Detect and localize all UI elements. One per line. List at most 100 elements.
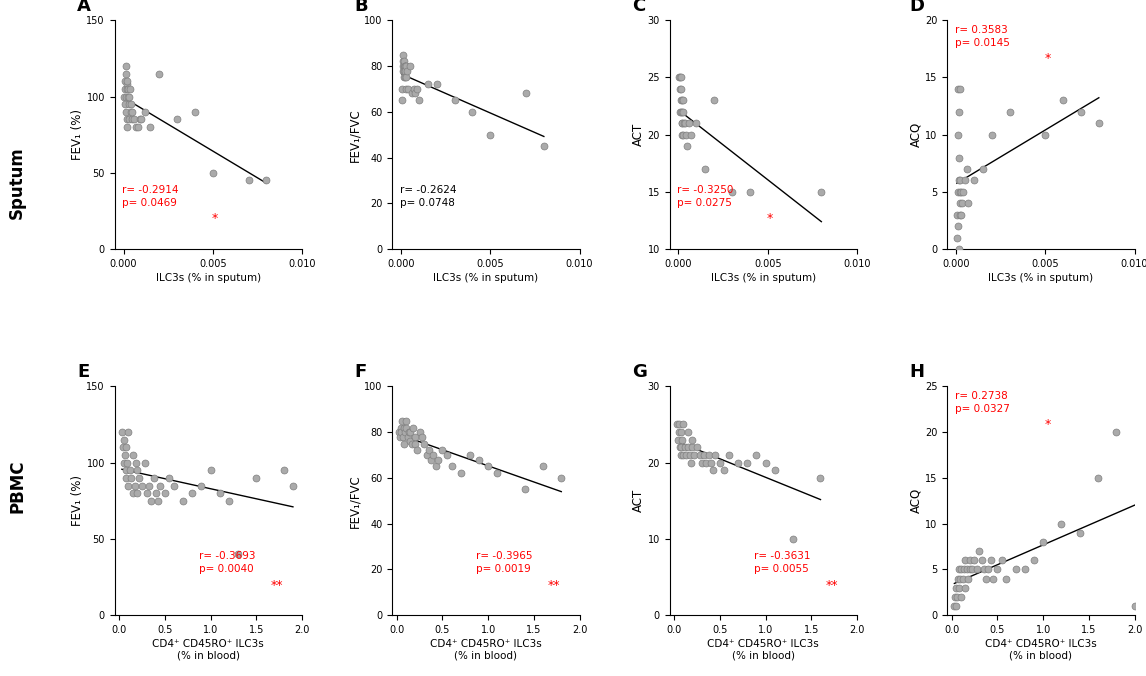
Y-axis label: ACQ: ACQ [909,122,923,147]
Text: E: E [77,364,89,381]
Point [393,95,411,105]
Point [1025,555,1043,566]
Point [399,84,417,95]
Point [168,114,187,125]
Point [535,141,554,151]
Point [118,457,136,468]
Point [958,164,976,174]
Point [417,450,435,460]
Point [688,442,706,453]
Point [138,487,156,498]
Text: r= -0.2624
p= 0.0748: r= -0.2624 p= 0.0748 [400,185,456,208]
Point [131,473,149,483]
Text: **: ** [548,579,560,592]
Point [397,422,415,433]
Point [978,573,996,584]
Point [696,164,714,174]
Point [1107,427,1125,437]
Point [674,450,692,460]
Point [204,168,222,178]
Point [950,175,968,186]
Point [670,72,689,83]
Point [121,465,140,476]
Point [128,122,147,132]
Point [965,175,983,186]
Point [945,600,964,611]
Point [193,480,211,491]
Point [395,72,414,83]
Point [669,427,688,437]
Point [135,106,154,117]
X-axis label: CD4⁺ CD45RO⁺ ILC3s
(% in blood): CD4⁺ CD45RO⁺ ILC3s (% in blood) [152,639,265,660]
Point [393,61,411,72]
Point [406,438,424,449]
Point [481,129,500,140]
Point [756,457,775,468]
Point [395,438,414,449]
Text: r= -0.3250
p= 0.0275: r= -0.3250 p= 0.0275 [677,185,733,208]
Point [1000,106,1019,117]
Point [121,473,140,483]
X-axis label: ILC3s (% in sputum): ILC3s (% in sputum) [711,273,816,283]
Point [674,106,692,117]
Point [128,487,147,498]
Point [949,129,967,140]
Point [461,450,479,460]
Point [683,442,701,453]
Point [126,457,144,468]
Point [427,79,446,90]
Point [394,61,413,72]
Point [429,454,447,465]
Point [126,480,144,491]
Point [784,533,802,544]
Point [953,573,972,584]
Point [132,114,150,125]
Point [116,84,134,95]
Point [393,415,411,426]
Point [488,468,507,479]
Point [119,114,138,125]
Text: r= -0.3965
p= 0.0019: r= -0.3965 p= 0.0019 [477,551,533,575]
Point [398,65,416,76]
Point [398,84,416,95]
Point [965,555,983,566]
Point [410,427,429,437]
Point [424,450,442,460]
Point [391,431,409,442]
Point [229,549,248,560]
Point [672,450,690,460]
Point [117,68,135,79]
Point [408,84,426,95]
Point [956,175,974,186]
Point [951,175,970,186]
Point [426,461,445,472]
Point [673,427,691,437]
Point [116,450,134,460]
Point [119,91,138,102]
Point [950,243,968,254]
Text: H: H [910,364,925,381]
Point [960,564,979,575]
Point [950,84,968,95]
Point [410,95,429,105]
Point [113,442,132,453]
Point [141,122,159,132]
Text: B: B [354,0,368,16]
Point [438,450,456,460]
Point [951,564,970,575]
Point [446,95,464,105]
Point [1034,537,1052,548]
Point [974,564,992,575]
Text: D: D [910,0,925,16]
Point [747,450,766,460]
Point [284,480,303,491]
Point [711,457,729,468]
Point [395,65,414,76]
Point [700,450,719,460]
Point [813,187,831,197]
Point [947,600,965,611]
Point [948,233,966,243]
Point [160,473,179,483]
Point [463,106,481,117]
Point [692,457,711,468]
